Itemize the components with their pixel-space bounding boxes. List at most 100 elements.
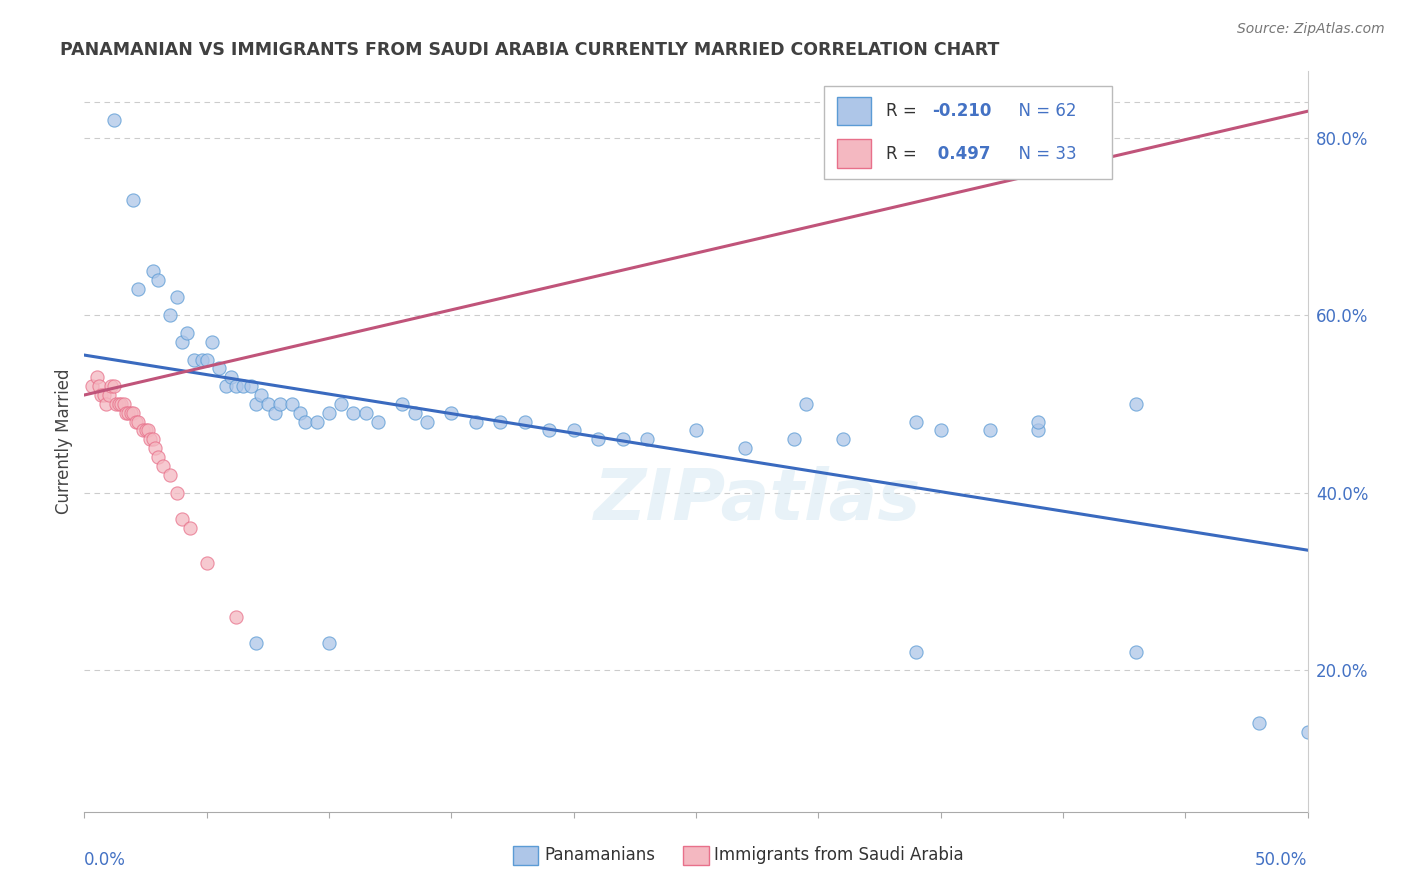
Point [136,424,159,438]
Point [219,370,242,384]
Point [107,397,129,411]
Point [342,406,364,420]
Text: Panamanians: Panamanians [544,847,655,864]
Text: PANAMANIAN VS IMMIGRANTS FROM SAUDI ARABIA CURRENTLY MARRIED CORRELATION CHART: PANAMANIAN VS IMMIGRANTS FROM SAUDI ARAB… [60,41,1000,59]
Point [586,433,609,447]
Point [208,361,231,376]
Point [142,433,165,447]
Point [1296,725,1319,739]
Point [416,415,439,429]
Point [249,388,271,402]
Point [176,326,198,340]
Text: 50.0%: 50.0% [1256,851,1308,869]
Text: N = 33: N = 33 [1008,145,1077,162]
Point [636,433,658,447]
Text: Source: ZipAtlas.com: Source: ZipAtlas.com [1237,22,1385,37]
Point [90,388,112,402]
Point [191,352,214,367]
Point [159,308,181,322]
Point [1028,415,1050,429]
Point [929,424,952,438]
Point [132,424,155,438]
Point [831,433,853,447]
Point [318,636,340,650]
Point [143,441,166,455]
Point [200,334,222,349]
Point [1247,716,1270,731]
Y-axis label: Currently Married: Currently Married [55,368,73,515]
Point [195,557,218,571]
Point [979,424,1001,438]
Point [122,406,145,420]
Text: N = 62: N = 62 [1008,103,1077,120]
Text: R =: R = [886,145,921,162]
Point [146,273,169,287]
Point [172,334,194,349]
Point [166,485,188,500]
Point [391,397,413,411]
Point [489,415,512,429]
Point [257,397,280,411]
Point [115,406,138,420]
Point [159,467,181,482]
Point [464,415,486,429]
Text: 0.497: 0.497 [932,145,991,162]
Point [905,415,928,429]
FancyBboxPatch shape [837,97,870,126]
Point [330,397,353,411]
Point [305,415,328,429]
Point [86,370,108,384]
Point [783,433,806,447]
Point [110,397,132,411]
Point [794,397,817,411]
Text: ZIPatlas: ZIPatlas [593,467,921,535]
Text: R =: R = [886,103,921,120]
Point [281,397,304,411]
Point [1125,645,1147,659]
Text: -0.210: -0.210 [932,103,991,120]
Point [1028,424,1050,438]
Point [354,406,377,420]
Point [103,379,125,393]
Point [905,645,928,659]
Point [179,521,201,535]
Point [245,636,267,650]
Point [93,388,115,402]
Point [100,379,122,393]
Point [103,113,125,128]
Text: Immigrants from Saudi Arabia: Immigrants from Saudi Arabia [714,847,965,864]
Point [183,352,205,367]
Point [139,433,162,447]
Point [404,406,426,420]
Text: 0.0%: 0.0% [84,851,127,869]
Point [96,397,118,411]
Point [288,406,311,420]
Point [513,415,536,429]
Point [734,441,756,455]
Point [685,424,707,438]
FancyBboxPatch shape [837,139,870,168]
Point [1125,397,1147,411]
Point [538,424,561,438]
Point [195,352,218,367]
Point [166,290,188,304]
Point [294,415,316,429]
Point [264,406,287,420]
Point [120,406,142,420]
Point [612,433,634,447]
Point [105,397,128,411]
Point [127,415,149,429]
Point [367,415,389,429]
Point [152,458,174,473]
Point [225,379,247,393]
FancyBboxPatch shape [824,87,1112,178]
Point [215,379,238,393]
Point [127,282,149,296]
Point [97,388,120,402]
Point [269,397,291,411]
Point [125,415,148,429]
Point [232,379,254,393]
Point [172,512,194,526]
Point [112,397,135,411]
Point [440,406,463,420]
